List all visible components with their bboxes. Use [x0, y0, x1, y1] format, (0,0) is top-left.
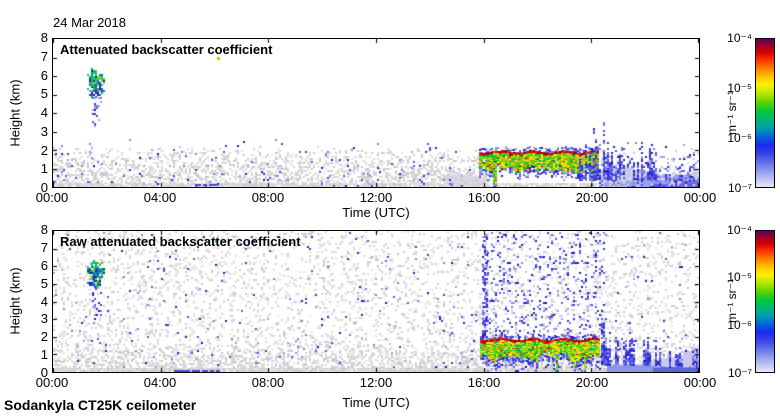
y-tick-label: 8 [40, 30, 48, 45]
x-tick-label: 12:00 [359, 190, 393, 205]
x-tick-label: 08:00 [251, 190, 285, 205]
panel1-x-axis-label: Time (UTC) [342, 205, 410, 220]
y-tick-label: 2 [40, 329, 48, 345]
raw-attenuated-backscatter-heatmap [53, 231, 699, 372]
y-tick-label: 5 [40, 275, 48, 291]
panel1-colorbar-gradient [756, 39, 774, 187]
panel1-title: Attenuated backscatter coefficient [60, 42, 273, 57]
colorbar1-tick-1e-6: 10⁻⁶ [727, 131, 752, 145]
panel-attenuated-backscatter [52, 38, 700, 188]
colorbar2-tick-1e-4: 10⁻⁴ [727, 223, 752, 237]
panel1-y-axis-label: Height (km) [7, 79, 23, 147]
panel2-colorbar-gradient [756, 231, 774, 372]
colorbar2-tick-1e-7: 10⁻⁷ [727, 366, 752, 380]
panel1-colorbar [755, 38, 775, 188]
panel2-title: Raw attenuated backscatter coefficient [60, 234, 301, 249]
y-tick-label: 6 [40, 67, 48, 83]
y-tick-label: 7 [40, 48, 48, 64]
x-tick-label: 00:00 [35, 190, 69, 205]
x-tick-label: 00:00 [683, 375, 717, 390]
attenuated-backscatter-heatmap [53, 39, 699, 187]
y-tick-label: 3 [40, 311, 48, 327]
y-tick-label: 8 [40, 222, 48, 237]
instrument-label: Sodankyla CT25K ceilometer [4, 397, 197, 413]
x-tick-label: 16:00 [467, 375, 501, 390]
colorbar2-tick-1e-5: 10⁻⁵ [727, 270, 752, 284]
y-tick-label: 7 [40, 239, 48, 255]
y-tick-label: 4 [40, 105, 48, 120]
y-tick-label: 1 [40, 161, 48, 177]
x-tick-label: 04:00 [143, 375, 177, 390]
y-tick-label: 4 [40, 293, 48, 309]
y-tick-label: 3 [40, 123, 48, 139]
x-tick-label: 04:00 [143, 190, 177, 205]
x-tick-label: 16:00 [467, 190, 501, 205]
colorbar2-tick-1e-6: 10⁻⁶ [727, 318, 752, 332]
x-tick-label: 20:00 [575, 190, 609, 205]
panel2-colorbar [755, 230, 775, 373]
x-tick-label: 08:00 [251, 375, 285, 390]
panel2-x-axis-label: Time (UTC) [342, 395, 410, 410]
y-tick-label: 2 [40, 142, 48, 158]
y-tick-label: 0 [40, 180, 48, 195]
colorbar1-tick-1e-7: 10⁻⁷ [727, 181, 752, 195]
panel2-y-axis-label: Height (km) [7, 267, 23, 335]
date-label: 24 Mar 2018 [53, 15, 126, 30]
x-tick-label: 00:00 [683, 190, 717, 205]
colorbar1-tick-1e-4: 10⁻⁴ [727, 31, 752, 45]
y-tick-label: 6 [40, 257, 48, 273]
panel-raw-attenuated-backscatter [52, 230, 700, 373]
y-tick-label: 1 [40, 347, 48, 363]
x-tick-label: 12:00 [359, 375, 393, 390]
y-tick-label: 5 [40, 86, 48, 102]
y-tick-label: 0 [40, 365, 48, 380]
panel1-colorbar-unit: m⁻¹ sr⁻¹ [725, 91, 739, 135]
panel2-colorbar-unit: m⁻¹ sr⁻¹ [725, 279, 739, 323]
x-tick-label: 20:00 [575, 375, 609, 390]
colorbar1-tick-1e-5: 10⁻⁵ [727, 81, 752, 95]
x-tick-label: 00:00 [35, 375, 69, 390]
